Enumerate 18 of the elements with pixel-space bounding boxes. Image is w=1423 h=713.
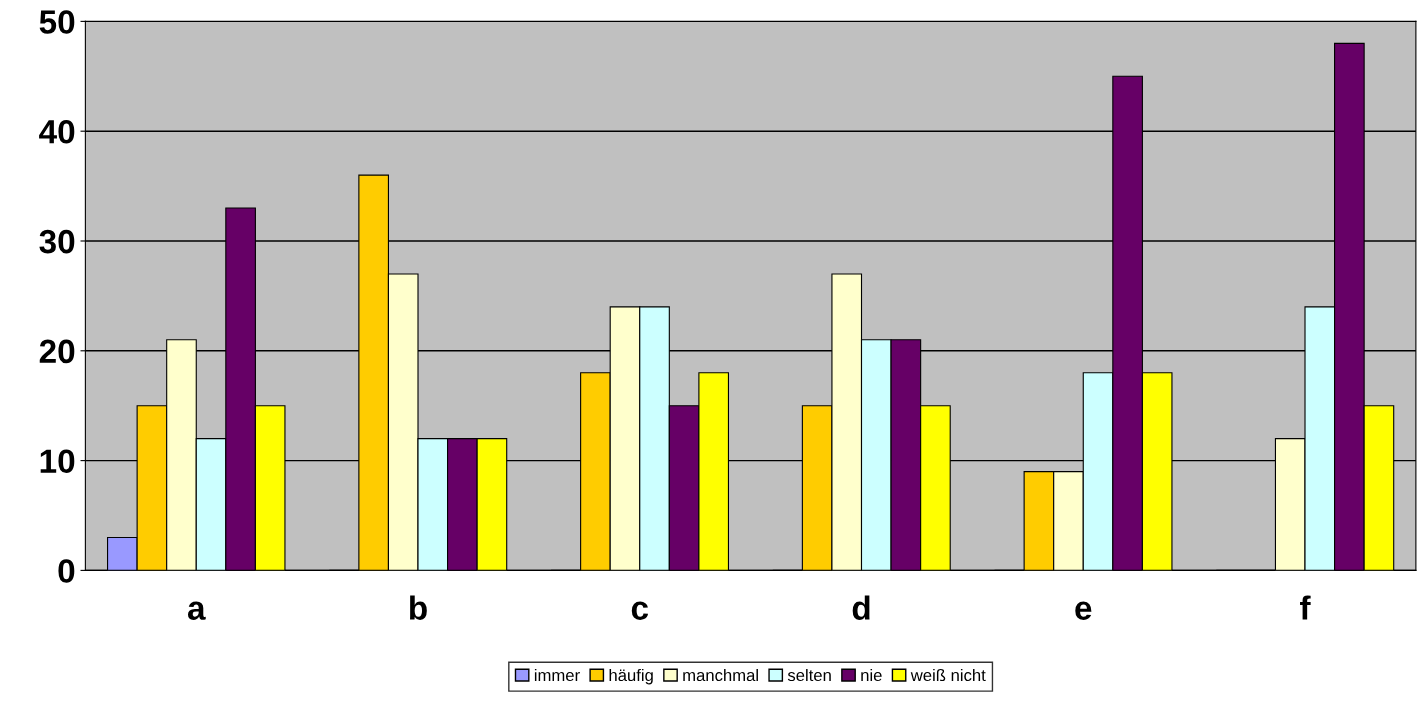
y-tick-label: 10 — [40, 449, 75, 473]
y-tick-label: 30 — [39, 229, 75, 254]
x-tick-label: f — [1300, 595, 1311, 620]
legend-label: immer — [534, 668, 580, 682]
x-tick-label: a — [187, 601, 206, 620]
legend-label: weiß nicht — [910, 668, 986, 682]
y-tick-label: 50 — [39, 10, 75, 34]
legend-label: häufig — [609, 668, 653, 685]
x-tick-label: d — [852, 595, 870, 620]
x-tick-label: e — [1075, 601, 1092, 620]
x-tick-label: b — [410, 595, 427, 620]
legend-label: manchmal — [683, 668, 758, 682]
y-tick-label: 40 — [39, 119, 75, 144]
legend-label: selten — [787, 668, 831, 682]
x-tick-label: c — [631, 601, 649, 620]
y-tick-label: 0 — [58, 559, 75, 583]
legend-label: nie — [861, 668, 882, 682]
y-tick-label: 20 — [39, 339, 75, 364]
